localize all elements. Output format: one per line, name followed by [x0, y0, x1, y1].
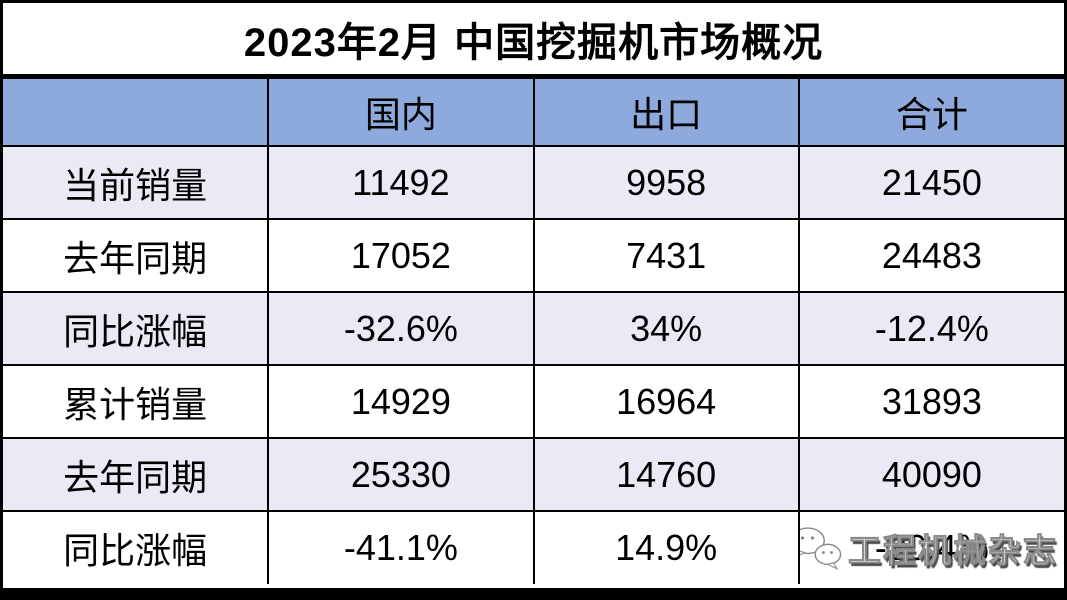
table-title-row: 2023年2月 中国挖掘机市场概况 [3, 3, 1064, 77]
cell-value-with-watermark: -20.4% 工程机械杂志 [797, 510, 1064, 584]
cell-value: 21450 [797, 145, 1064, 220]
row-label: 同比涨幅 [3, 291, 270, 366]
cell-value: 25330 [267, 437, 535, 512]
table-row-last-year-same-period: 去年同期 17052 7431 24483 [3, 218, 1064, 293]
cell-value: 14.9% [532, 510, 800, 584]
header-cell-domestic: 国内 [267, 77, 535, 147]
header-cell-total: 合计 [797, 77, 1064, 147]
cell-value: -20.4% [874, 527, 989, 568]
cell-value: 34% [532, 291, 800, 366]
row-label: 当前销量 [3, 145, 270, 220]
table-row-yoy-change: 同比涨幅 -32.6% 34% -12.4% [3, 291, 1064, 366]
cell-value: 24483 [797, 218, 1064, 293]
header-row: 国内 出口 合计 [3, 77, 1064, 147]
cell-value: 31893 [797, 364, 1064, 439]
table-row-current-sales: 当前销量 11492 9958 21450 [3, 145, 1064, 220]
table-row-yoy-change-cumulative: 同比涨幅 -41.1% 14.9% -20.4% [3, 510, 1064, 584]
cell-value: 40090 [797, 437, 1064, 512]
header-cell-empty [3, 77, 270, 147]
cell-value: -12.4% [797, 291, 1064, 366]
cell-value: -32.6% [267, 291, 535, 366]
cell-value: 16964 [532, 364, 800, 439]
row-label: 累计销量 [3, 364, 270, 439]
row-label: 去年同期 [3, 218, 270, 293]
row-label: 去年同期 [3, 437, 270, 512]
table-row-last-year-same-period-cumulative: 去年同期 25330 14760 40090 [3, 437, 1064, 512]
cell-value: 11492 [267, 145, 535, 220]
cell-value: 17052 [267, 218, 535, 293]
table-row-cumulative-sales: 累计销量 14929 16964 31893 [3, 364, 1064, 439]
wechat-chat-bubbles-icon [800, 527, 842, 571]
cell-value: 7431 [532, 218, 800, 293]
cell-value: -41.1% [267, 510, 535, 584]
cell-value: 14929 [267, 364, 535, 439]
market-data-table: 国内 出口 合计 当前销量 11492 9958 21450 去年同期 1705… [3, 77, 1064, 584]
header-cell-export: 出口 [532, 77, 800, 147]
cell-value: 14760 [532, 437, 800, 512]
page-title: 2023年2月 中国挖掘机市场概况 [243, 20, 824, 65]
cell-value: 9958 [532, 145, 800, 220]
row-label: 同比涨幅 [3, 510, 270, 584]
